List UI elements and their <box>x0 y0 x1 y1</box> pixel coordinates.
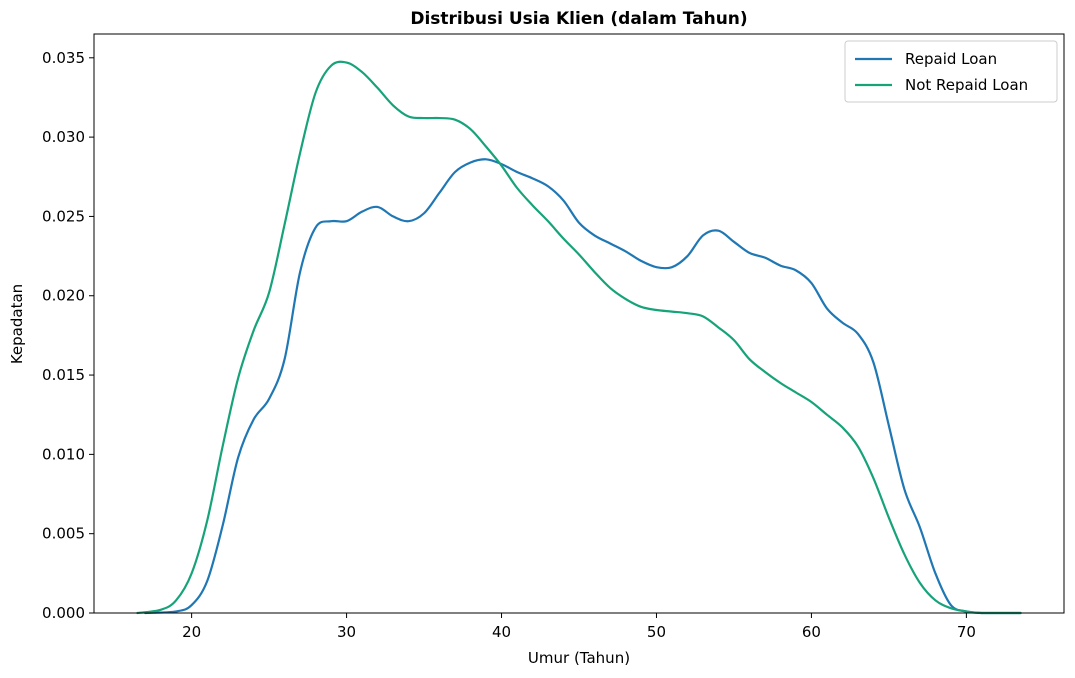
y-tick-label: 0.015 <box>42 366 85 384</box>
x-tick-label: 30 <box>337 623 356 641</box>
y-axis: 0.000 0.005 0.010 0.015 0.020 0.025 0.030 0.035 <box>42 49 94 622</box>
series-line-not-repaid-loan <box>136 60 1022 615</box>
x-tick-label: 40 <box>492 623 511 641</box>
x-axis-label: Umur (Tahun) <box>528 649 630 667</box>
x-tick-label: 60 <box>802 623 821 641</box>
y-axis-label: Kepadatan <box>8 284 26 364</box>
y-tick-label: 0.010 <box>42 445 85 463</box>
x-tick-label: 70 <box>957 623 976 641</box>
y-tick-label: 0.030 <box>42 128 85 146</box>
x-tick-label: 50 <box>647 623 666 641</box>
x-axis: 20 30 40 50 60 70 <box>182 613 976 641</box>
legend-label-not-repaid-loan: Not Repaid Loan <box>905 76 1028 94</box>
y-tick-label: 0.035 <box>42 49 85 67</box>
y-tick-label: 0.025 <box>42 207 85 225</box>
y-tick-label: 0.020 <box>42 287 85 305</box>
legend-box <box>844 40 1058 103</box>
plot-area <box>136 60 1022 615</box>
legend: Repaid Loan Not Repaid Loan <box>844 40 1058 103</box>
x-tick-label: 20 <box>182 623 201 641</box>
plot-frame <box>93 33 1065 614</box>
series-line-repaid-loan <box>144 158 1022 615</box>
legend-label-repaid-loan: Repaid Loan <box>905 50 997 68</box>
y-tick-label: 0.000 <box>42 604 85 622</box>
y-tick-label: 0.005 <box>42 525 85 543</box>
chart-title: Distribusi Usia Klien (dalam Tahun) <box>410 9 747 29</box>
